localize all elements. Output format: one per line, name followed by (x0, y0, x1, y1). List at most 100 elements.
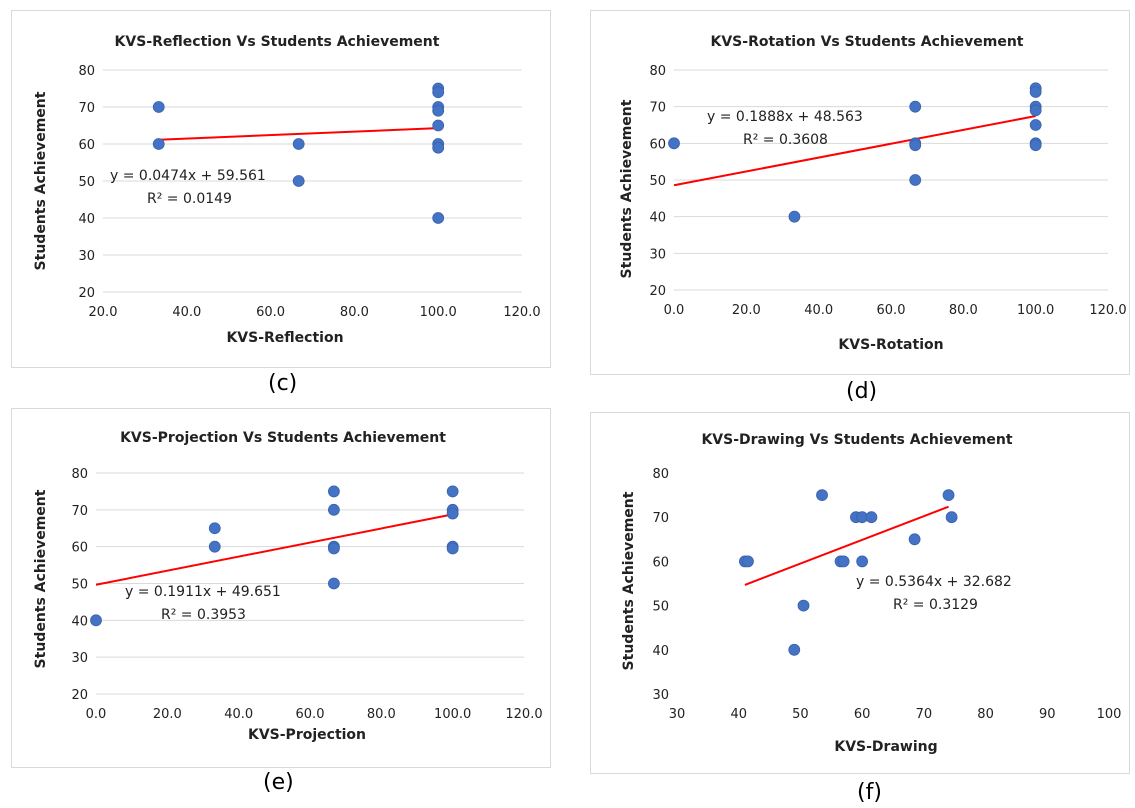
x-tick-label: 100.0 (434, 707, 471, 722)
y-tick-label: 60 (71, 541, 88, 556)
data-point (90, 614, 102, 627)
data-point (208, 522, 221, 535)
x-tick-label: 20.0 (732, 303, 761, 318)
chart-svg-d: KVS-Rotation Vs Students Achievement 20 3… (619, 34, 1127, 353)
trendline-equation: y = 0.1911x + 49.651 (125, 584, 281, 600)
y-tick-label: 50 (649, 174, 666, 189)
x-tick-label: 40.0 (172, 305, 201, 320)
data-point (327, 485, 340, 498)
y-tick-label: 60 (649, 137, 666, 152)
x-tick-label: 60.0 (877, 303, 906, 318)
data-point (432, 119, 445, 132)
x-tick-label: 60.0 (296, 707, 325, 722)
x-tick-label: 80 (977, 707, 994, 722)
x-tick-label: 100 (1097, 707, 1122, 722)
data-point (1029, 86, 1042, 98)
y-tick-label: 80 (652, 467, 669, 482)
y-tick-label: 50 (78, 175, 95, 190)
y-tick-label: 40 (78, 212, 95, 227)
data-point (908, 533, 921, 546)
x-tick-label: 40.0 (804, 303, 833, 318)
trendline (673, 115, 1036, 187)
trendline (158, 127, 439, 141)
y-tick-label: 30 (78, 249, 95, 264)
data-point (1029, 139, 1042, 152)
r-squared-label: R² = 0.3953 (161, 607, 246, 623)
data-point (327, 577, 340, 590)
r-squared-label: R² = 0.3129 (893, 597, 978, 613)
r-squared-label: R² = 0.0149 (147, 191, 232, 207)
y-tick-label: 70 (649, 101, 666, 116)
trendline (95, 513, 453, 586)
data-point (432, 86, 445, 99)
chart-panel-f: KVS-Drawing Vs Students Achievement 30 40… (590, 412, 1130, 774)
data-point (856, 555, 869, 568)
data-point (909, 174, 922, 186)
data-point (446, 542, 459, 555)
data-point (668, 137, 680, 150)
y-tick-label: 30 (652, 688, 669, 703)
y-tick-label: 30 (649, 247, 666, 262)
y-tick-label: 50 (652, 600, 669, 615)
data-point (788, 210, 801, 223)
x-axis-title: KVS-Reflection (226, 330, 343, 346)
data-point (152, 101, 165, 113)
y-tick-label: 70 (652, 511, 669, 526)
data-point (292, 175, 305, 187)
chart-panel-d: KVS-Rotation Vs Students Achievement 20 3… (590, 10, 1130, 375)
data-point (1029, 104, 1042, 117)
y-tick-label: 70 (78, 101, 95, 116)
data-point (152, 138, 165, 150)
x-tick-label: 40.0 (224, 707, 253, 722)
y-tick-label: 20 (71, 688, 88, 703)
x-tick-label: 30 (669, 707, 686, 722)
y-tick-label: 40 (652, 644, 669, 659)
data-point (292, 138, 305, 150)
y-tick-label: 50 (71, 578, 88, 593)
trendline (744, 505, 949, 586)
x-tick-label: 50 (792, 707, 809, 722)
y-tick-label: 40 (649, 211, 666, 226)
y-tick-label: 20 (78, 286, 95, 301)
x-tick-label: 0.0 (664, 303, 685, 318)
x-tick-label: 80.0 (367, 707, 396, 722)
data-point (432, 212, 445, 224)
y-tick-label: 40 (71, 614, 88, 629)
trendline-equation: y = 0.5364x + 32.682 (856, 574, 1012, 590)
chart-title: KVS-Rotation Vs Students Achievement (711, 34, 1024, 50)
x-tick-label: 100.0 (1017, 303, 1054, 318)
chart-svg-c: KVS-Reflection Vs Students Achievement 2… (33, 34, 541, 346)
x-tick-label: 80.0 (340, 305, 369, 320)
data-point (797, 599, 810, 612)
data-point (909, 139, 922, 152)
data-point (446, 485, 459, 498)
r-squared-label: R² = 0.3608 (743, 132, 828, 148)
chart-title: KVS-Projection Vs Students Achievement (120, 430, 446, 446)
x-tick-label: 60 (854, 707, 871, 722)
x-axis-title: KVS-Rotation (838, 337, 943, 353)
panel-label-f: (f) (857, 780, 882, 805)
x-tick-label: 70 (916, 707, 933, 722)
data-point (788, 643, 801, 656)
data-point (742, 555, 754, 568)
y-tick-label: 80 (649, 64, 666, 79)
x-tick-label: 100.0 (420, 305, 457, 320)
x-tick-label: 80.0 (949, 303, 978, 318)
y-axis-title: Students Achievement (33, 489, 49, 668)
chart-title: KVS-Drawing Vs Students Achievement (701, 432, 1012, 448)
data-point (816, 489, 828, 501)
data-point (909, 100, 922, 113)
x-tick-label: 120.0 (505, 707, 542, 722)
y-tick-label: 80 (78, 64, 95, 79)
data-point (432, 141, 445, 154)
data-point (945, 511, 958, 524)
y-tick-label: 80 (71, 467, 88, 482)
data-point (942, 489, 955, 501)
y-axis-title: Students Achievement (621, 491, 637, 670)
chart-panel-e: KVS-Projection Vs Students Achievement 2… (11, 408, 551, 768)
data-point (208, 540, 221, 553)
y-tick-label: 30 (71, 651, 88, 666)
x-tick-label: 120.0 (1089, 303, 1126, 318)
data-point (1029, 119, 1042, 131)
x-tick-label: 40 (730, 707, 747, 722)
